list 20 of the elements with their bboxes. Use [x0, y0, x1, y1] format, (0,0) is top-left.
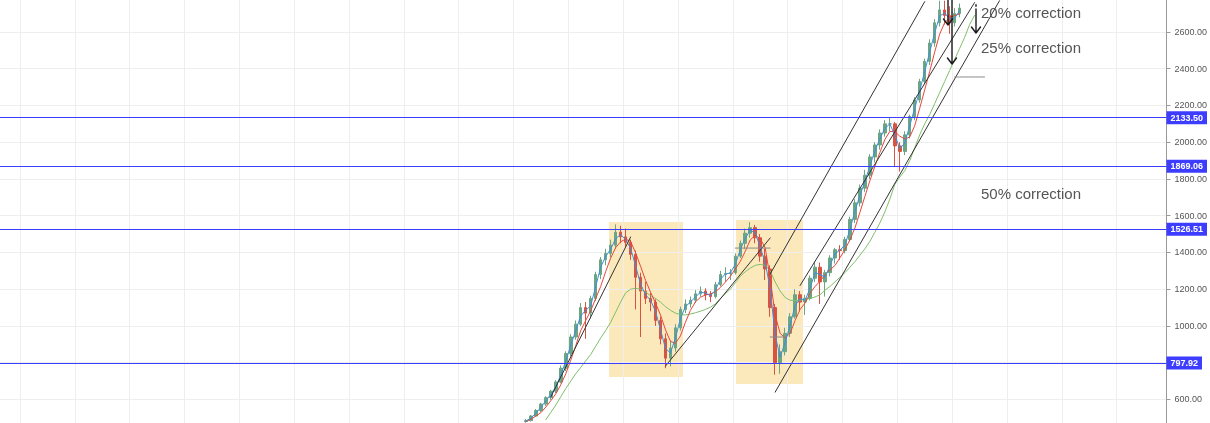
y-tick-label: 2000.00 — [1174, 137, 1208, 148]
y-tick-label: 2600.00 — [1174, 26, 1208, 37]
y-tick-label: 1400.00 — [1174, 247, 1208, 258]
y-tick-label: 1000.00 — [1174, 320, 1208, 331]
candlestick — [584, 301, 587, 340]
y-tick-label: 1200.00 — [1174, 284, 1208, 295]
y-tick-label: 600.00 — [1174, 394, 1202, 405]
ref-line-label: 1869.06 — [1170, 161, 1204, 172]
y-tick-label: 1600.00 — [1174, 210, 1208, 221]
ref-line-label: 2133.50 — [1170, 112, 1204, 123]
annotation: 25% correction — [981, 38, 1082, 56]
ref-line-label: 797.92 — [1170, 358, 1198, 369]
annotation: 50% correction — [981, 184, 1082, 202]
candlestick — [709, 290, 712, 303]
candlestick — [724, 266, 727, 283]
y-tick-label: 2200.00 — [1174, 100, 1208, 111]
ref-line-label: 1526.51 — [1170, 224, 1204, 235]
y-tick-label: 2400.00 — [1174, 63, 1208, 74]
candlestick — [888, 116, 892, 132]
y-tick-label: 1800.00 — [1174, 173, 1208, 184]
